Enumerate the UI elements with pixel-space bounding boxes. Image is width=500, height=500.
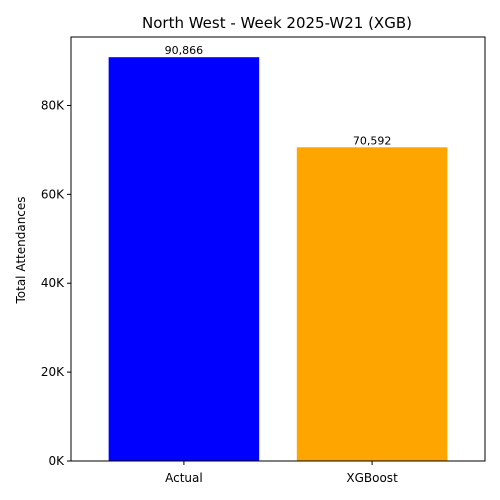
y-axis-label: Total Attendances (14, 196, 28, 304)
y-axis-ticks: 0K 20K 40K 60K 80K (41, 98, 71, 468)
x-tick-label: XGBoost (346, 471, 398, 485)
bar-actual (108, 57, 260, 461)
bar-xgboost (296, 147, 448, 462)
y-tick-label: 20K (41, 365, 65, 379)
bars-group (108, 57, 448, 462)
data-labels-group: 90,866 70,592 (165, 44, 392, 147)
x-axis-ticks: Actual XGBoost (165, 461, 398, 485)
data-label-xgboost: 70,592 (353, 134, 392, 147)
chart-title: North West - Week 2025-W21 (XGB) (142, 14, 412, 32)
y-tick-label: 60K (41, 187, 65, 201)
y-tick-label: 0K (48, 454, 65, 468)
y-tick-label: 40K (41, 276, 65, 290)
data-label-actual: 90,866 (165, 44, 204, 57)
plot-frame (70, 36, 486, 462)
x-tick-label: Actual (165, 471, 203, 485)
axes-frame (70, 36, 486, 462)
y-tick-label: 80K (41, 98, 65, 112)
